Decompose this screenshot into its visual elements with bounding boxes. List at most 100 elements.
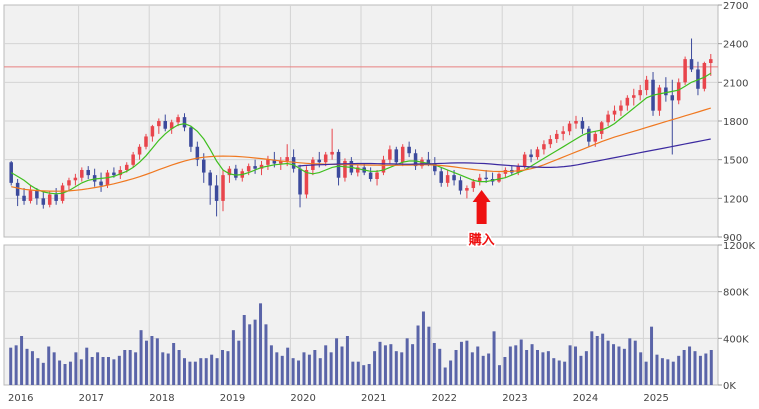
volume-bar [291,358,295,385]
candle-body [497,173,501,182]
candle-body [41,198,46,205]
year-tick-label: 2017 [79,393,104,404]
candle-body [137,146,142,155]
price-tick-label: 1800 [723,117,748,128]
candle-body [330,151,334,155]
volume-bar [345,336,349,385]
volume-bar [313,350,317,385]
axis-labels: 900 1200 1500 1800 2100 2400 2700 0K 400K 800K 120… [8,1,755,404]
candle-body [696,69,700,89]
volume-bar [470,352,474,385]
candle-body [9,162,13,183]
candle-body [632,95,636,98]
volume-bar [650,326,654,385]
volume-bar [210,354,214,385]
volume-bar [617,346,621,385]
candle-body [253,166,257,169]
volume-bar [552,358,556,385]
candle-body [144,136,148,147]
candle-body [567,123,572,132]
volume-bar [563,361,567,385]
volume-bar [106,357,110,385]
volume-bar [335,338,339,385]
candle-body [426,159,431,164]
volume-bar [193,361,197,385]
candle-body [131,154,135,165]
volume-bar [497,365,501,385]
candle-body [304,169,309,195]
candle-body [298,168,302,195]
volume-bar [568,345,572,385]
volume-bar [660,358,664,385]
candle-body [150,126,155,137]
candle-body [221,175,225,201]
candle-body [394,149,399,163]
volume-bar [144,340,148,385]
price-tick-label: 900 [723,233,742,244]
candle-body [400,146,405,163]
volume-bar [134,352,138,385]
volume-bar [584,351,588,385]
volume-bar [259,303,263,385]
volume-bar [356,361,360,385]
volume-bar [519,339,523,385]
volume-bar [161,352,165,385]
candle-body [407,146,411,154]
volume-bar [405,338,409,385]
candle-body [124,164,129,170]
candle-body [234,168,238,178]
volume-bar [530,344,534,385]
moving-average-short [10,72,712,195]
volume-bar [541,352,545,385]
candle-body [445,175,450,183]
volume-bar [704,353,708,385]
volume-bar [595,336,599,385]
volume-bar [25,348,29,385]
candle-body [657,87,662,111]
candle-body [176,117,180,123]
volume-bar [150,336,154,385]
volume-bar [52,352,56,385]
volume-bar [123,350,127,385]
volume-bar [112,359,116,385]
volume-bar [400,352,404,385]
candle-body [542,144,546,150]
volume-bar [85,347,89,385]
year-tick-label: 2022 [432,393,457,404]
volume-bar [525,350,529,385]
volume-bar [459,341,463,385]
candle-body [317,159,322,163]
candle-body [266,159,270,165]
candle-body [80,169,84,178]
candle-body [272,159,277,164]
candle-body [554,133,559,140]
candle-body [208,172,212,186]
volume-tick-label: 1200K [723,241,755,252]
volume-bar [286,347,290,385]
candle-body [702,63,707,89]
volume-bar [79,359,83,385]
moving-average-layer [10,72,712,195]
volume-bar [221,350,225,385]
volume-bar [514,345,518,385]
volume-bar [226,351,230,385]
candle-body [477,177,482,182]
volume-bars [9,303,713,385]
candle-body [535,149,540,158]
candle-body [587,128,591,142]
candle-body [709,59,713,63]
volume-bar [204,358,208,385]
grid-lines [4,4,722,386]
candle-body [420,159,424,167]
candle-body [413,153,418,167]
volume-bar [30,351,34,385]
candle-body [343,160,347,178]
candle-body [375,172,379,179]
candle-body [638,90,642,96]
purchase-label: 購入 [468,232,495,248]
volume-bar [280,355,284,385]
volume-bar [639,352,643,385]
price-tick-label: 2100 [723,78,748,89]
candle-body [574,121,578,124]
